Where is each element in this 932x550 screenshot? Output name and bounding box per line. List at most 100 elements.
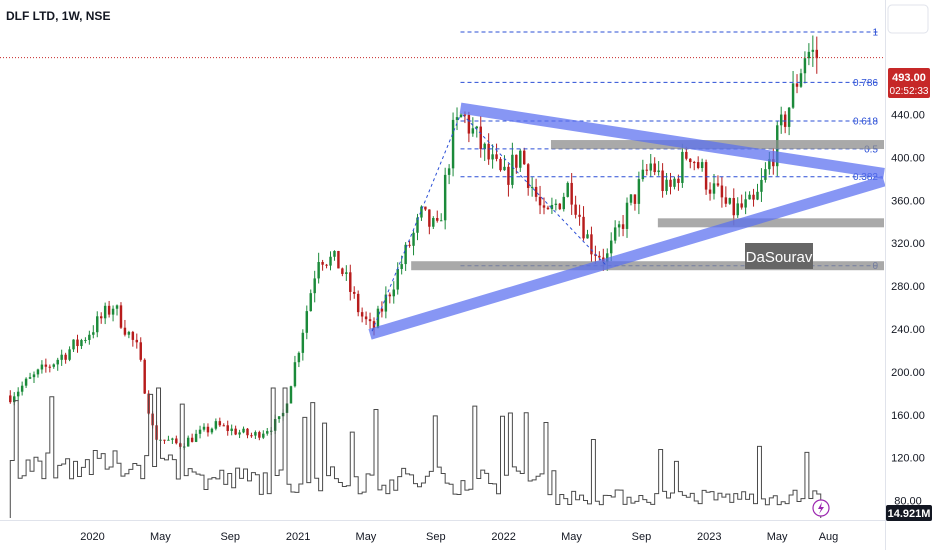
candle-body [111,308,115,315]
candle [760,168,763,202]
candle-body [52,364,55,367]
candle-body [163,439,166,441]
candle [218,417,222,427]
candle-body [815,49,819,59]
chart-settings-button[interactable] [887,4,929,34]
candle [515,154,518,174]
candle-body [238,432,241,435]
candle-body [803,58,807,74]
x-tick-label: 2020 [80,531,104,543]
candle-body [459,114,463,118]
candle [815,36,819,74]
candle [574,195,577,219]
candle-body [175,438,178,444]
candle-body [669,179,672,187]
candle [641,159,645,182]
last-price-label: 493.00 [892,72,926,84]
candle [376,305,380,329]
candle-body [443,174,447,221]
candle [677,174,680,191]
candle-body [333,250,336,257]
candle [202,423,206,432]
candle [99,312,103,324]
candle-body [752,194,755,200]
candle [566,181,569,198]
candle [115,304,119,316]
time-axis[interactable]: 2020 May Sep 2021 May Sep 2022 May Sep 2023 May Aug [80,531,838,543]
candle [795,74,799,94]
candle-body [416,217,419,233]
candle-body [40,364,44,370]
candle [744,191,747,215]
candle-body [523,150,526,165]
candle [246,427,249,439]
candle [621,215,625,237]
candle [297,351,301,368]
candle-body [44,364,48,367]
candle-body [764,169,767,180]
candle-body [20,385,24,392]
candle-body [107,305,111,315]
symbol-title[interactable]: DLF LTD, 1W, NSE [6,9,110,23]
candle [523,147,526,165]
candle [139,337,142,362]
candle [40,360,44,374]
candle-body [582,216,585,239]
candle [9,390,12,404]
candle [625,197,629,238]
candle-body [305,311,309,333]
candle-body [297,352,301,363]
candle-body [811,49,815,52]
candle-body [210,428,214,433]
x-tick-label: Sep [220,531,240,543]
lightning-icon[interactable] [812,499,830,517]
candle-body [325,264,328,266]
candle-body [732,198,735,216]
candle [364,311,368,325]
candle [119,302,123,329]
candle-body [218,421,222,426]
candle [242,426,245,434]
candle-body [60,354,63,360]
candle-body [661,170,664,192]
candle [404,242,407,271]
candle [475,125,479,138]
candle [305,305,309,340]
candle-body [372,321,376,328]
y-tick-label: 160.00 [891,410,925,422]
candle [716,175,720,187]
candle-body [88,334,91,340]
candle-body [708,189,712,194]
candle [550,197,554,214]
candle-body [72,339,75,350]
candle-body [13,396,16,403]
candle-body [574,204,577,215]
candle-body [428,209,431,227]
candle-body [404,244,407,265]
candle-body [653,163,656,173]
candle [76,334,79,353]
candle [420,205,423,221]
candle [447,164,451,185]
candle [416,213,419,241]
candle-body [447,168,451,175]
candle [32,371,36,383]
candle [341,267,344,277]
candle [380,301,384,318]
candle-body [131,331,135,340]
countdown-label: 02:52:33 [890,86,929,97]
candle [333,250,336,261]
candle [728,197,732,205]
candle [408,240,411,248]
candle [764,162,767,183]
candle [696,156,700,170]
candle-body [424,206,427,210]
candle-body [558,203,562,210]
candle [633,194,637,211]
candle [803,51,807,84]
candle [570,173,573,215]
candle-body [475,126,479,129]
candle-body [36,369,40,375]
y-tick-label: 400.00 [891,152,925,164]
